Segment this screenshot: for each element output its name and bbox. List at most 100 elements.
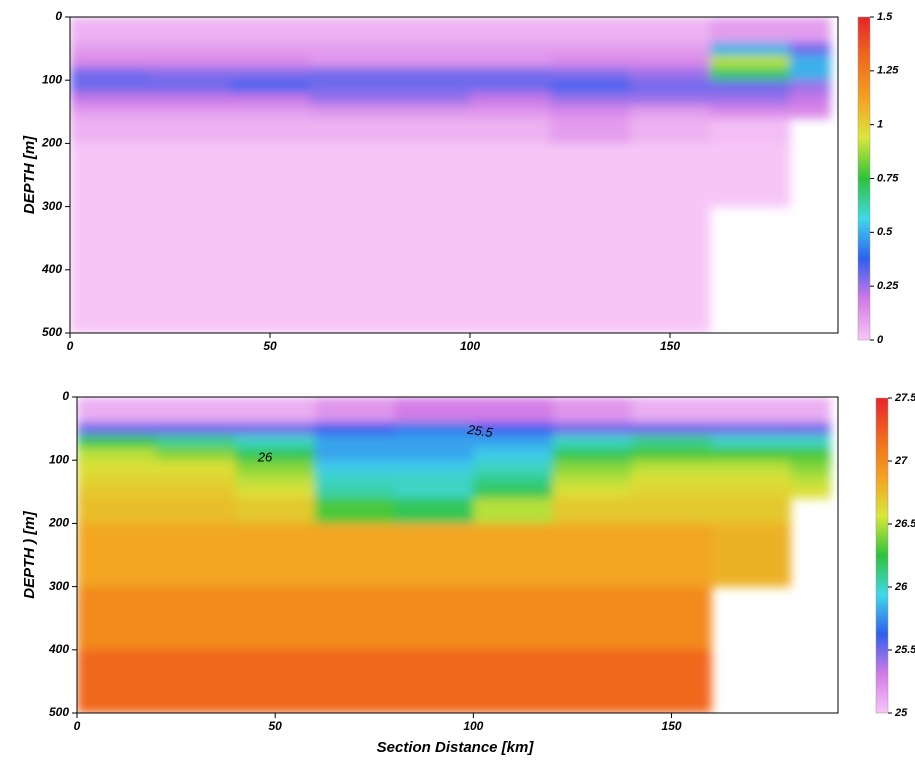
heatmap-cell (552, 586, 633, 651)
heatmap-cell (77, 422, 157, 436)
heatmap-cell (70, 143, 151, 208)
heatmap-cell (70, 80, 151, 94)
heatmap-cell (473, 434, 554, 449)
x-tick-label: 100 (463, 719, 483, 733)
heatmap-cell (390, 80, 471, 94)
x-axis-label: Section Distance [km] (377, 739, 535, 756)
heatmap-cell (310, 206, 391, 271)
plot-frame (76, 396, 839, 714)
heatmap-cell (310, 17, 391, 43)
heatmap-cell (70, 206, 151, 271)
colorbar-tick-label: 0.5 (877, 226, 893, 238)
heatmap-cell (631, 447, 712, 461)
colorbar-tick-label: 26.5 (894, 518, 915, 530)
heatmap-cell (314, 397, 395, 423)
heatmap-cell (390, 118, 471, 144)
heatmap-cell (552, 498, 633, 524)
heatmap-cell (790, 67, 831, 81)
heatmap-cell (630, 67, 711, 81)
heatmap-cell (314, 485, 395, 499)
colorbar-tick-label: 0.25 (877, 280, 899, 292)
heatmap-cell (390, 67, 471, 81)
heatmap-cell (314, 434, 395, 449)
heatmap-cell (390, 54, 471, 69)
heatmap-cell (550, 206, 631, 271)
heatmap-cell (156, 447, 237, 461)
heatmap-cell (230, 54, 311, 69)
heatmap-cells (70, 17, 831, 333)
heatmap-cell (550, 54, 631, 69)
heatmap-cell (790, 397, 831, 423)
colorbar-tick-label: 27 (894, 455, 908, 467)
heatmap-cell (394, 460, 474, 474)
heatmap-cell (156, 422, 237, 436)
heatmap-cell (550, 92, 631, 106)
heatmap-cell (470, 42, 551, 56)
heatmap-cell (235, 498, 316, 524)
heatmap-cell (710, 67, 791, 81)
y-tick-label: 200 (48, 516, 69, 530)
heatmap-cell (156, 434, 237, 449)
heatmap-cell (310, 67, 391, 81)
heatmap-cell (552, 460, 633, 474)
y-tick-label: 400 (41, 262, 62, 276)
heatmap-cell (552, 397, 633, 423)
heatmap-cell (711, 397, 791, 423)
x-tick-label: 150 (660, 339, 680, 353)
heatmap-cell (70, 118, 151, 144)
heatmap-cell (473, 460, 554, 474)
heatmap-cell (550, 42, 631, 56)
heatmap-cell (150, 269, 231, 333)
heatmap-cell (711, 422, 791, 436)
heatmap-cell (77, 460, 157, 474)
heatmap-cell (394, 586, 474, 651)
heatmap-cell (390, 42, 471, 56)
heatmap-cell (711, 498, 791, 524)
heatmap-cell (150, 17, 231, 43)
heatmap-cell (156, 586, 237, 651)
heatmap-cell (235, 523, 316, 588)
heatmap-cell (70, 105, 151, 119)
heatmap-cell (310, 118, 391, 144)
heatmap-cell (390, 143, 471, 208)
heatmap-cell (630, 143, 711, 208)
heatmap-cell (77, 447, 157, 461)
y-tick-label: 0 (55, 9, 62, 23)
heatmap-cell (394, 498, 474, 524)
colorbar-tick-label: 1.5 (877, 11, 893, 23)
x-tick-label: 50 (268, 719, 282, 733)
colorbar (875, 397, 889, 714)
heatmap-cell (394, 472, 474, 486)
y-axis-label: DEPTH [m] (21, 135, 38, 214)
heatmap-cell (710, 143, 791, 208)
heatmap-cell (77, 434, 157, 449)
heatmap-cell (310, 105, 391, 119)
colorbar-tick-label: 26 (894, 581, 908, 593)
heatmap-cell (156, 397, 237, 423)
heatmap-cell (790, 447, 831, 461)
heatmap-cell (235, 649, 316, 713)
heatmap-cell (77, 472, 157, 486)
heatmap-cell (550, 143, 631, 208)
heatmap-cell (230, 17, 311, 43)
y-tick-label: 0 (62, 389, 69, 403)
heatmap-cell (550, 80, 631, 94)
heatmap-cell (710, 118, 791, 144)
heatmap-cell (235, 586, 316, 651)
heatmap-cell (790, 80, 831, 94)
heatmap-cell (470, 92, 551, 106)
heatmap-cell (631, 397, 712, 423)
heatmap-cell (150, 54, 231, 69)
heatmap (70, 17, 831, 333)
heatmap-cell (77, 586, 157, 651)
heatmap-cell (156, 523, 237, 588)
x-tick-label: 0 (74, 719, 81, 733)
heatmap-cell (710, 54, 791, 69)
heatmap-cell (77, 649, 157, 713)
heatmap-cell (473, 472, 554, 486)
heatmap-cell (630, 80, 711, 94)
heatmap-cell (470, 269, 551, 333)
heatmap-cell (150, 92, 231, 106)
heatmap-cell (630, 92, 711, 106)
